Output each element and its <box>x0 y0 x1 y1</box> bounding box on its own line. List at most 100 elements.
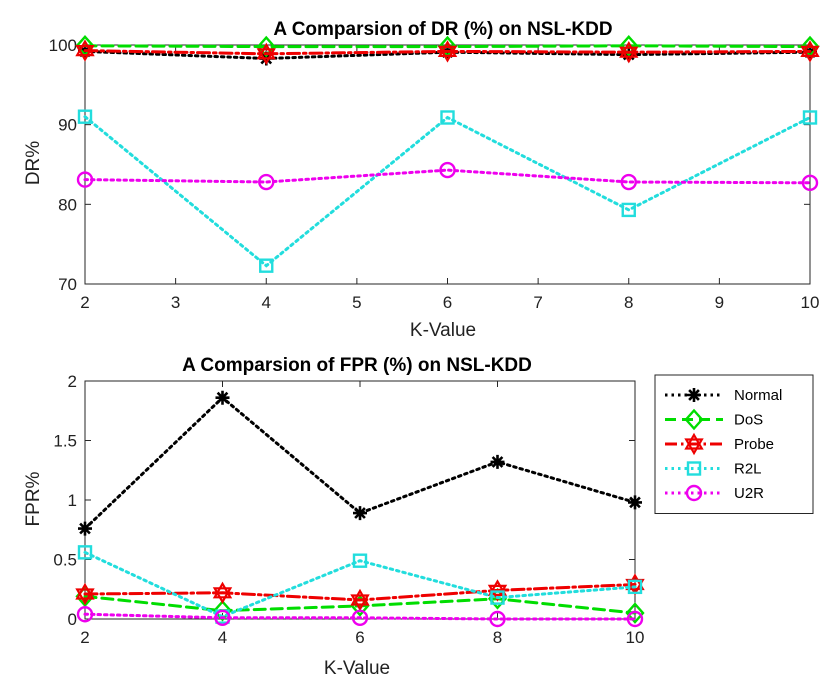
data-point-probe <box>800 40 820 63</box>
data-point-r2l <box>621 202 636 218</box>
plot-area <box>84 380 636 620</box>
legend-label: DoS <box>734 412 763 429</box>
data-point-probe <box>350 588 370 612</box>
legend-box <box>654 374 814 514</box>
series-probe <box>75 573 645 612</box>
data-point-u2r <box>620 173 637 191</box>
data-point-u2r <box>258 173 275 191</box>
legend-label: U2R <box>734 485 764 502</box>
series-r2l <box>77 109 818 273</box>
x-tick-label: 10 <box>801 293 820 312</box>
series-line-probe <box>83 583 637 602</box>
dr-chart-title: A Comparsion of DR (%) on NSL-KDD <box>273 19 612 40</box>
plot-area <box>84 44 811 285</box>
legend-marker <box>687 388 701 402</box>
y-tick-label: 0 <box>68 610 77 629</box>
legend-marker <box>685 484 703 502</box>
data-point-r2l <box>77 545 93 560</box>
x-tick-label: 2 <box>80 293 89 312</box>
series-line-r2l <box>83 550 637 619</box>
legend-marker <box>684 408 704 431</box>
y-tick-label: 100 <box>49 36 77 55</box>
data-point-normal <box>78 521 92 536</box>
x-tick-label: 8 <box>624 293 633 312</box>
data-point-u2r <box>439 161 456 179</box>
data-point-r2l <box>490 590 505 605</box>
data-point-r2l <box>440 110 455 125</box>
data-point-u2r <box>801 174 819 192</box>
x-tick-label: 3 <box>171 293 180 312</box>
x-tick-label: 2 <box>80 628 89 647</box>
x-tick-label: 6 <box>443 293 452 312</box>
data-point-r2l <box>627 579 643 595</box>
x-tick-label: 5 <box>352 293 361 312</box>
data-point-probe <box>212 581 233 604</box>
dr-chart-xlabel: K-Value <box>410 320 476 341</box>
series-u2r <box>76 161 819 192</box>
legend-item-u2r: U2R <box>665 484 764 502</box>
x-tick-label: 9 <box>715 293 724 312</box>
series-line-dos <box>83 594 637 615</box>
data-point-u2r <box>489 610 506 628</box>
legend-item-dos: DoS <box>665 408 763 431</box>
legend-label: Normal <box>734 387 782 404</box>
x-tick-label: 6 <box>355 628 364 647</box>
series-line-u2r <box>83 612 637 621</box>
data-point-u2r <box>76 606 94 623</box>
data-point-dos <box>256 35 276 58</box>
x-tick-label: 4 <box>262 293 271 312</box>
data-point-normal <box>490 454 505 469</box>
data-point-dos <box>619 34 639 57</box>
data-point-u2r <box>76 171 94 188</box>
fpr-chart: A Comparsion of FPR (%) on NSL-KDD K-Val… <box>23 355 645 679</box>
dr-chart: A Comparsion of DR (%) on NSL-KDD K-Valu… <box>23 19 820 341</box>
series-line-u2r <box>83 168 812 185</box>
fpr-chart-ylabel: FPR% <box>23 471 44 526</box>
series-probe <box>75 39 820 66</box>
legend-item-r2l: R2L <box>665 461 762 478</box>
data-point-probe <box>256 42 276 66</box>
data-point-u2r <box>214 609 231 627</box>
data-point-u2r <box>626 610 644 628</box>
data-point-probe <box>75 39 95 62</box>
data-point-r2l <box>802 110 818 125</box>
legend-item-probe: Probe <box>665 432 774 456</box>
legend-label: R2L <box>734 461 762 478</box>
legend-label: Probe <box>734 436 774 453</box>
y-tick-label: 2 <box>68 372 77 391</box>
x-tick-label: 7 <box>533 293 542 312</box>
series-line-r2l <box>83 115 812 268</box>
y-tick-label: 70 <box>58 275 77 294</box>
y-tick-label: 1 <box>68 491 77 510</box>
fpr-chart-xlabel: K-Value <box>324 658 390 679</box>
legend-item-normal: Normal <box>665 387 782 404</box>
data-point-probe <box>75 582 95 606</box>
legend-marker <box>684 432 704 456</box>
dr-chart-ylabel: DR% <box>23 141 44 185</box>
data-point-dos <box>212 599 233 622</box>
series-normal <box>78 390 642 536</box>
data-point-probe <box>437 40 458 63</box>
x-tick-label: 8 <box>493 628 502 647</box>
data-point-dos <box>350 595 370 617</box>
y-tick-label: 1.5 <box>53 432 77 451</box>
legend: Normal DoS Probe R2L U2R <box>654 374 814 514</box>
data-point-normal <box>628 495 642 510</box>
fpr-chart-title: A Comparsion of FPR (%) on NSL-KDD <box>182 355 532 376</box>
y-tick-label: 80 <box>58 195 77 214</box>
data-point-r2l <box>77 109 93 124</box>
y-tick-label: 0.5 <box>53 551 77 570</box>
x-tick-label: 10 <box>626 628 645 647</box>
x-tick-label: 4 <box>218 628 227 647</box>
data-point-normal <box>215 390 230 405</box>
data-point-r2l <box>352 553 368 568</box>
data-point-probe <box>619 40 639 64</box>
data-point-dos <box>625 602 645 624</box>
legend-marker <box>686 461 702 476</box>
data-point-u2r <box>351 609 369 627</box>
data-point-normal <box>353 506 367 521</box>
series-u2r <box>76 606 644 628</box>
data-point-r2l <box>259 258 274 273</box>
y-tick-label: 90 <box>58 116 77 135</box>
